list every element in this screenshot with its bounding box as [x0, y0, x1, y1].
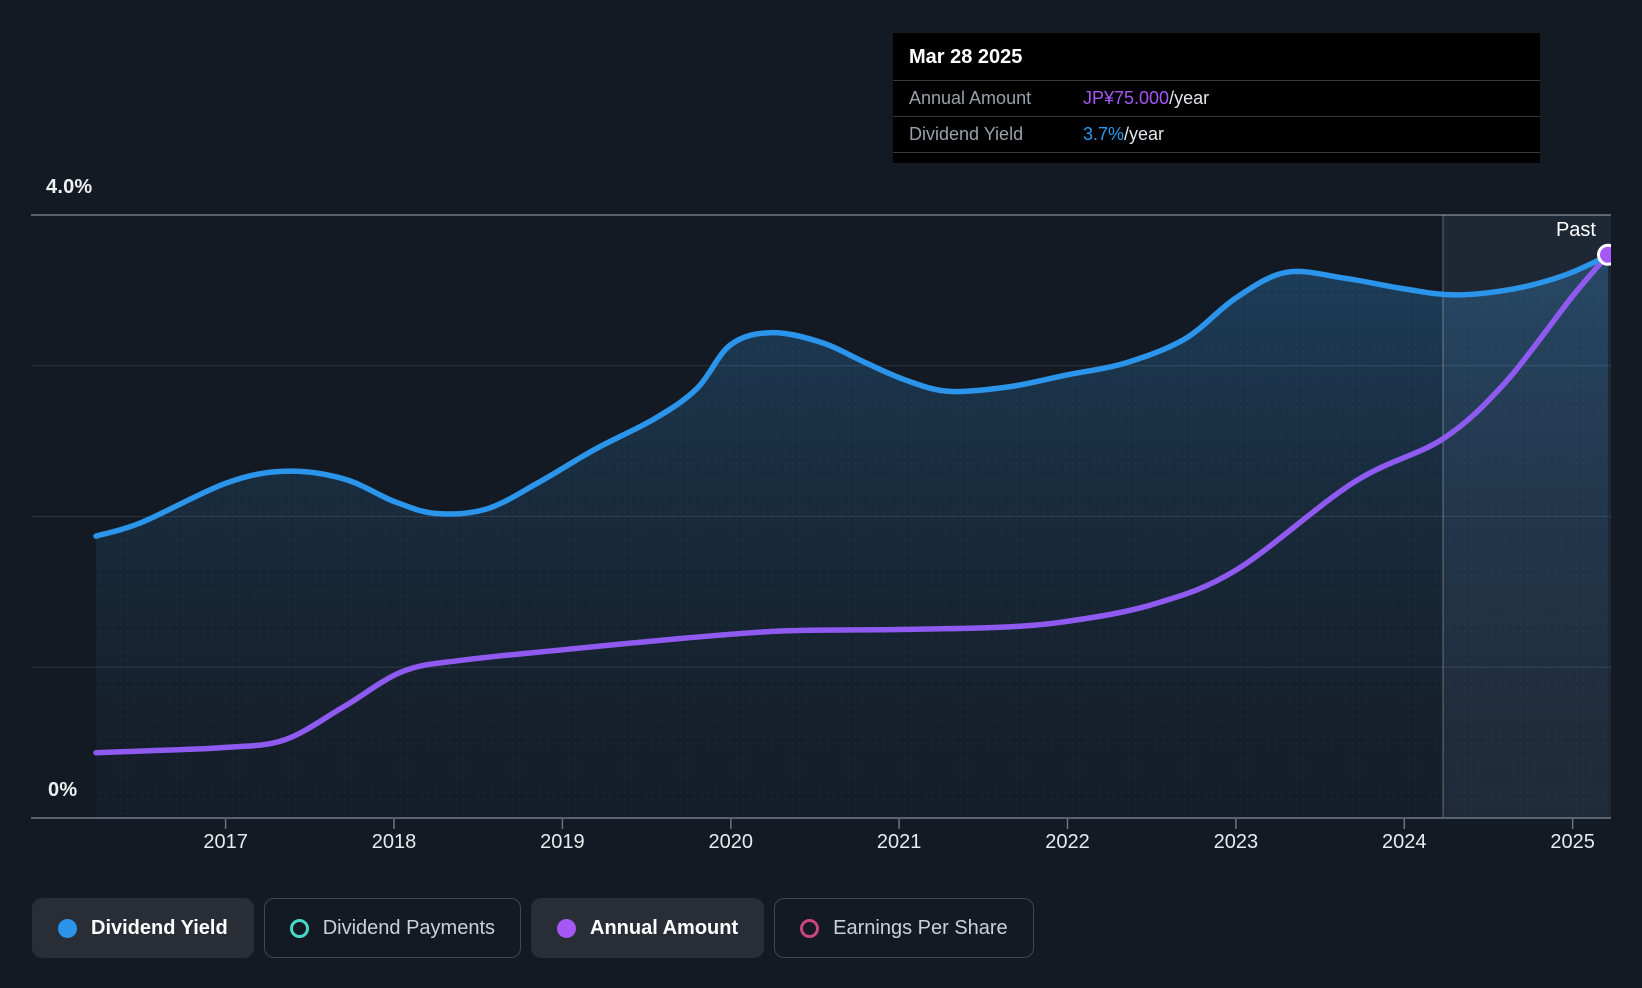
x-tick-label-2017: 2017 [203, 831, 248, 853]
annual-amount-dot-icon [557, 918, 577, 938]
x-tick-label-2022: 2022 [1045, 831, 1090, 853]
tooltip-date: Mar 28 2025 [909, 46, 1023, 68]
tooltip-suffix: /year [1124, 124, 1165, 144]
legend-toggle-earnings-per-share[interactable]: Earnings Per Share [774, 898, 1034, 958]
past-band [1443, 215, 1611, 818]
x-tick-label-2018: 2018 [371, 831, 417, 853]
past-annotation-label: Past [1555, 219, 1596, 241]
legend-toggle-annual-amount[interactable]: Annual Amount [531, 898, 765, 958]
y-axis-zero-label: 0% [48, 779, 78, 801]
x-tick-label-2023: 2023 [1213, 831, 1259, 853]
legend-toggle-dividend-yield[interactable]: Dividend Yield [32, 898, 254, 958]
earnings-per-share-dot-icon [800, 918, 820, 938]
area-texture [96, 255, 1608, 818]
legend-toggle-dividend-payments[interactable]: Dividend Payments [263, 898, 522, 958]
endpoint-marker[interactable] [1597, 243, 1618, 266]
dividend-yield-line [93, 252, 1611, 539]
legend-label: Dividend Yield [91, 916, 228, 939]
chart-legend: Dividend Yield Dividend Payments Annual Am… [32, 898, 1034, 958]
legend-label: Earnings Per Share [833, 916, 1008, 939]
tooltip-label: Dividend Yield [909, 124, 1024, 144]
tooltip-row-dividend-yield: Dividend Yield 3.7%/year [893, 116, 1540, 153]
annual-amount-line [93, 252, 1611, 756]
x-axis-labels: 2017 2018 2019 2020 2021 2022 2023 2024 2025 [0, 831, 1642, 857]
legend-label: Annual Amount [590, 916, 739, 939]
chart-tooltip: Mar 28 2025 Annual Amount JP¥75.000/year… [893, 33, 1540, 163]
x-tick-label-2020: 2020 [708, 831, 754, 853]
x-tick-label-2021: 2021 [876, 831, 922, 853]
dividend-yield-dot-icon [58, 918, 77, 938]
legend-label: Dividend Payments [322, 916, 496, 939]
tooltip-value-dividend-yield: 3.7% [1083, 124, 1125, 144]
tooltip-suffix: /year [1169, 88, 1210, 108]
tooltip-value-annual-amount: JP¥75.000 [1083, 88, 1170, 108]
dividend-payments-dot-icon [289, 918, 309, 938]
tooltip-row-annual-amount: Annual Amount JP¥75.000/year [893, 80, 1540, 116]
tooltip-label: Annual Amount [909, 88, 1032, 108]
x-tick-label-2019: 2019 [540, 831, 585, 853]
y-axis-max-label: 4.0% [46, 176, 93, 198]
x-tick-label-2025: 2025 [1550, 831, 1595, 853]
x-tick-label-2024: 2024 [1382, 831, 1427, 853]
